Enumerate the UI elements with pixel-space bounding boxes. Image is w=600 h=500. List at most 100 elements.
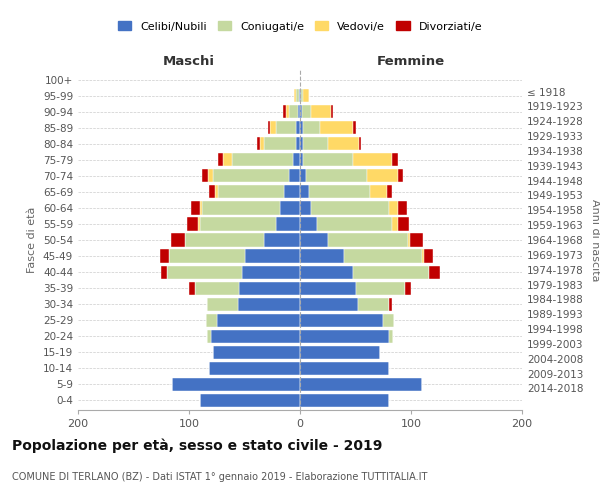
Bar [296, 89, 299, 102]
Bar [359, 137, 361, 150]
Bar [185, 234, 265, 246]
Y-axis label: Anni di nascita: Anni di nascita [590, 198, 600, 281]
Bar [283, 105, 286, 118]
Bar [161, 266, 167, 278]
Bar [160, 250, 169, 262]
Bar [167, 266, 242, 278]
Bar [218, 186, 284, 198]
Bar [268, 121, 270, 134]
Bar [300, 234, 328, 246]
Bar [189, 282, 194, 294]
Bar [304, 137, 328, 150]
Bar [298, 105, 300, 118]
Bar [242, 266, 300, 278]
Bar [355, 282, 406, 294]
Bar [300, 170, 305, 182]
Bar [300, 89, 301, 102]
Bar [202, 170, 208, 182]
Bar [208, 170, 214, 182]
Bar [296, 121, 300, 134]
Bar [302, 105, 311, 118]
Bar [311, 202, 389, 214]
Bar [265, 137, 296, 150]
Text: Femmine: Femmine [377, 54, 445, 68]
Bar [300, 202, 311, 214]
Bar [367, 170, 398, 182]
Bar [353, 153, 392, 166]
Bar [300, 137, 304, 150]
Bar [389, 330, 393, 343]
Bar [386, 186, 392, 198]
Text: Maschi: Maschi [163, 54, 215, 68]
Bar [398, 170, 403, 182]
Bar [207, 298, 238, 310]
Bar [299, 89, 300, 102]
Bar [209, 362, 300, 375]
Bar [232, 153, 293, 166]
Bar [328, 137, 359, 150]
Bar [301, 89, 304, 102]
Bar [296, 137, 300, 150]
Bar [383, 314, 394, 327]
Bar [317, 218, 392, 230]
Bar [424, 250, 433, 262]
Bar [214, 346, 300, 359]
Bar [194, 282, 239, 294]
Bar [300, 330, 389, 343]
Bar [429, 266, 440, 278]
Bar [209, 186, 215, 198]
Bar [275, 218, 300, 230]
Bar [370, 186, 386, 198]
Bar [206, 314, 217, 327]
Bar [211, 330, 300, 343]
Bar [331, 105, 334, 118]
Bar [328, 234, 407, 246]
Bar [309, 186, 370, 198]
Bar [217, 314, 300, 327]
Bar [300, 105, 302, 118]
Bar [305, 170, 367, 182]
Bar [289, 170, 300, 182]
Bar [407, 234, 410, 246]
Bar [353, 266, 429, 278]
Bar [238, 298, 300, 310]
Bar [223, 153, 232, 166]
Bar [392, 218, 398, 230]
Bar [286, 105, 289, 118]
Bar [200, 202, 202, 214]
Bar [300, 378, 422, 391]
Bar [257, 137, 260, 150]
Bar [215, 186, 218, 198]
Bar [344, 250, 422, 262]
Bar [300, 314, 383, 327]
Bar [172, 378, 300, 391]
Bar [358, 298, 389, 310]
Bar [300, 250, 344, 262]
Bar [265, 234, 300, 246]
Bar [198, 218, 200, 230]
Bar [275, 121, 296, 134]
Bar [389, 298, 392, 310]
Bar [207, 330, 211, 343]
Bar [187, 218, 198, 230]
Bar [191, 202, 200, 214]
Bar [398, 218, 409, 230]
Text: Popolazione per età, sesso e stato civile - 2019: Popolazione per età, sesso e stato civil… [12, 438, 382, 453]
Bar [300, 218, 317, 230]
Bar [406, 282, 411, 294]
Bar [260, 137, 265, 150]
Bar [389, 202, 398, 214]
Bar [300, 346, 380, 359]
Bar [422, 250, 424, 262]
Bar [245, 250, 300, 262]
Bar [320, 121, 353, 134]
Bar [300, 282, 355, 294]
Bar [300, 394, 389, 407]
Bar [169, 250, 245, 262]
Legend: Celibi/Nubili, Coniugati/e, Vedovi/e, Divorziati/e: Celibi/Nubili, Coniugati/e, Vedovi/e, Di… [115, 18, 485, 35]
Text: COMUNE DI TERLANO (BZ) - Dati ISTAT 1° gennaio 2019 - Elaborazione TUTTITALIA.IT: COMUNE DI TERLANO (BZ) - Dati ISTAT 1° g… [12, 472, 427, 482]
Bar [202, 202, 280, 214]
Y-axis label: Fasce di età: Fasce di età [28, 207, 37, 273]
Bar [311, 105, 331, 118]
Bar [304, 153, 353, 166]
